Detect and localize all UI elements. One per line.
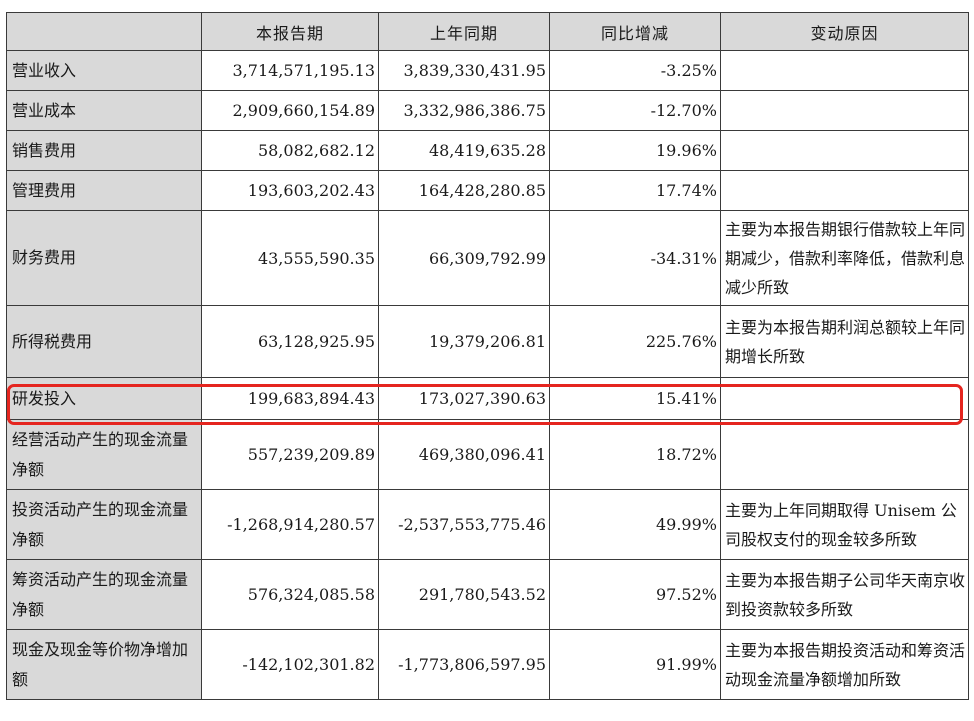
current-value: 193,603,202.43 (201, 170, 379, 211)
previous-value: 3,839,330,431.95 (378, 50, 550, 91)
table-row: 营业收入 3,714,571,195.13 3,839,330,431.95 -… (6, 50, 969, 91)
row-label: 销售费用 (6, 130, 202, 171)
change-value: -3.25% (549, 50, 721, 91)
change-value: 91.99% (549, 629, 721, 700)
reason-text (720, 50, 969, 91)
change-value: 19.96% (549, 130, 721, 171)
table-row: 经营活动产生的现金流量净额 557,239,209.89 469,380,096… (6, 419, 969, 490)
previous-value: 19,379,206.81 (378, 305, 550, 378)
table-row: 筹资活动产生的现金流量净额 576,324,085.58 291,780,543… (6, 559, 969, 630)
financial-comparison-table: 本报告期 上年同期 同比增减 变动原因 营业收入 3,714,571,195.1… (6, 12, 969, 700)
change-value: -12.70% (549, 90, 721, 131)
current-value: 576,324,085.58 (201, 559, 379, 630)
change-value: 15.41% (549, 377, 721, 420)
header-yoy-change: 同比增减 (549, 12, 721, 51)
previous-value: 3,332,986,386.75 (378, 90, 550, 131)
reason-text (720, 170, 969, 211)
reason-text: 主要为上年同期取得 Unisem 公司股权支付的现金较多所致 (720, 489, 969, 560)
table-row: 现金及现金等价物净增加额 -142,102,301.82 -1,773,806,… (6, 629, 969, 700)
change-value: 97.52% (549, 559, 721, 630)
current-value: 43,555,590.35 (201, 210, 379, 306)
row-label: 管理费用 (6, 170, 202, 211)
row-label: 研发投入 (6, 377, 202, 420)
change-value: 225.76% (549, 305, 721, 378)
previous-value: 66,309,792.99 (378, 210, 550, 306)
reason-text (720, 130, 969, 171)
table-row: 研发投入 199,683,894.43 173,027,390.63 15.41… (6, 377, 969, 420)
current-value: 3,714,571,195.13 (201, 50, 379, 91)
current-value: 199,683,894.43 (201, 377, 379, 420)
reason-text (720, 377, 969, 420)
previous-value: -1,773,806,597.95 (378, 629, 550, 700)
row-label: 现金及现金等价物净增加额 (6, 629, 202, 700)
row-label: 投资活动产生的现金流量净额 (6, 489, 202, 560)
change-value: 18.72% (549, 419, 721, 490)
table-row: 销售费用 58,082,682.12 48,419,635.28 19.96% (6, 130, 969, 171)
previous-value: 164,428,280.85 (378, 170, 550, 211)
table-row: 所得税费用 63,128,925.95 19,379,206.81 225.76… (6, 305, 969, 378)
header-previous-period: 上年同期 (378, 12, 550, 51)
reason-text (720, 419, 969, 490)
previous-value: 469,380,096.41 (378, 419, 550, 490)
previous-value: 48,419,635.28 (378, 130, 550, 171)
previous-value: 291,780,543.52 (378, 559, 550, 630)
row-label: 所得税费用 (6, 305, 202, 378)
current-value: 58,082,682.12 (201, 130, 379, 171)
current-value: 557,239,209.89 (201, 419, 379, 490)
row-label: 经营活动产生的现金流量净额 (6, 419, 202, 490)
reason-text (720, 90, 969, 131)
table-row: 营业成本 2,909,660,154.89 3,332,986,386.75 -… (6, 90, 969, 131)
row-label: 营业收入 (6, 50, 202, 91)
change-value: -34.31% (549, 210, 721, 306)
table-row: 投资活动产生的现金流量净额 -1,268,914,280.57 -2,537,5… (6, 489, 969, 560)
change-value: 49.99% (549, 489, 721, 560)
row-label: 筹资活动产生的现金流量净额 (6, 559, 202, 630)
header-current-period: 本报告期 (201, 12, 379, 51)
table-row: 管理费用 193,603,202.43 164,428,280.85 17.74… (6, 170, 969, 211)
change-value: 17.74% (549, 170, 721, 211)
header-item-column (6, 12, 202, 51)
previous-value: 173,027,390.63 (378, 377, 550, 420)
row-label: 营业成本 (6, 90, 202, 131)
current-value: -142,102,301.82 (201, 629, 379, 700)
row-label: 财务费用 (6, 210, 202, 306)
reason-text: 主要为本报告期银行借款较上年同期减少，借款利率降低，借款利息减少所致 (720, 210, 969, 306)
current-value: 2,909,660,154.89 (201, 90, 379, 131)
current-value: 63,128,925.95 (201, 305, 379, 378)
reason-text: 主要为本报告期利润总额较上年同期增长所致 (720, 305, 969, 378)
reason-text: 主要为本报告期投资活动和筹资活动现金流量净额增加所致 (720, 629, 969, 700)
reason-text: 主要为本报告期子公司华天南京收到投资款较多所致 (720, 559, 969, 630)
table-row: 财务费用 43,555,590.35 66,309,792.99 -34.31%… (6, 210, 969, 306)
current-value: -1,268,914,280.57 (201, 489, 379, 560)
previous-value: -2,537,553,775.46 (378, 489, 550, 560)
header-change-reason: 变动原因 (720, 12, 969, 51)
table-header-row: 本报告期 上年同期 同比增减 变动原因 (6, 12, 969, 51)
